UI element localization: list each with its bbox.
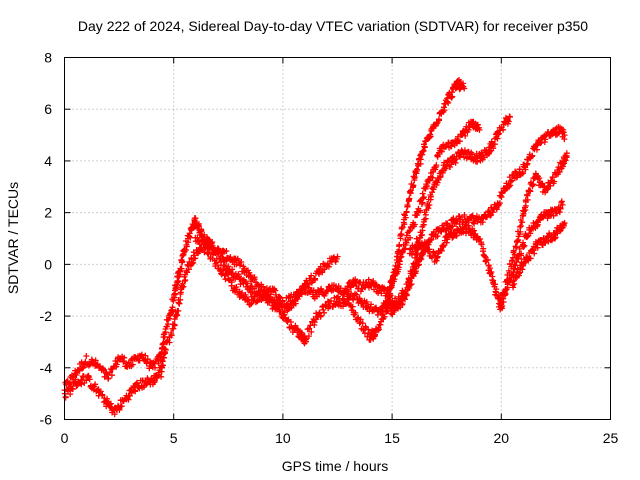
y-tick-label: -2	[40, 308, 53, 324]
x-tick-label: 0	[61, 430, 69, 446]
series-track-5	[380, 123, 568, 318]
x-tick-labels: 0 5 10 15 20 25	[61, 430, 619, 446]
y-tick-label: -6	[40, 412, 53, 428]
x-tick-label: 20	[494, 430, 510, 446]
y-tick-label: 4	[44, 153, 52, 169]
series-markers	[406, 198, 566, 312]
grid-lines	[64, 57, 611, 420]
x-tick-label: 15	[384, 430, 400, 446]
axis-ticks	[64, 57, 611, 420]
y-tick-label: -4	[40, 360, 53, 376]
series-track-7	[496, 150, 570, 313]
x-tick-label: 5	[170, 430, 178, 446]
series-markers	[380, 123, 568, 318]
data-points	[61, 77, 570, 418]
y-tick-label: 8	[44, 50, 52, 66]
y-axis-label: SDTVAR / TECUs	[5, 182, 21, 294]
series-markers	[192, 118, 483, 318]
x-tick-label: 25	[603, 430, 619, 446]
plot-frame	[64, 57, 611, 420]
x-axis-label: GPS time / hours	[282, 458, 389, 474]
series-markers	[509, 220, 568, 291]
x-tick-label: 10	[275, 430, 291, 446]
chart-title: Day 222 of 2024, Sidereal Day-to-day VTE…	[78, 18, 588, 34]
series-markers	[496, 150, 570, 313]
series-track-3	[192, 118, 483, 318]
series-track-8	[509, 220, 568, 291]
y-tick-labels: -6 -4 -2 0 2 4 6 8	[40, 50, 53, 428]
y-tick-label: 0	[44, 256, 52, 272]
y-tick-label: 6	[44, 101, 52, 117]
series-track-6	[406, 198, 566, 312]
y-tick-label: 2	[44, 205, 52, 221]
